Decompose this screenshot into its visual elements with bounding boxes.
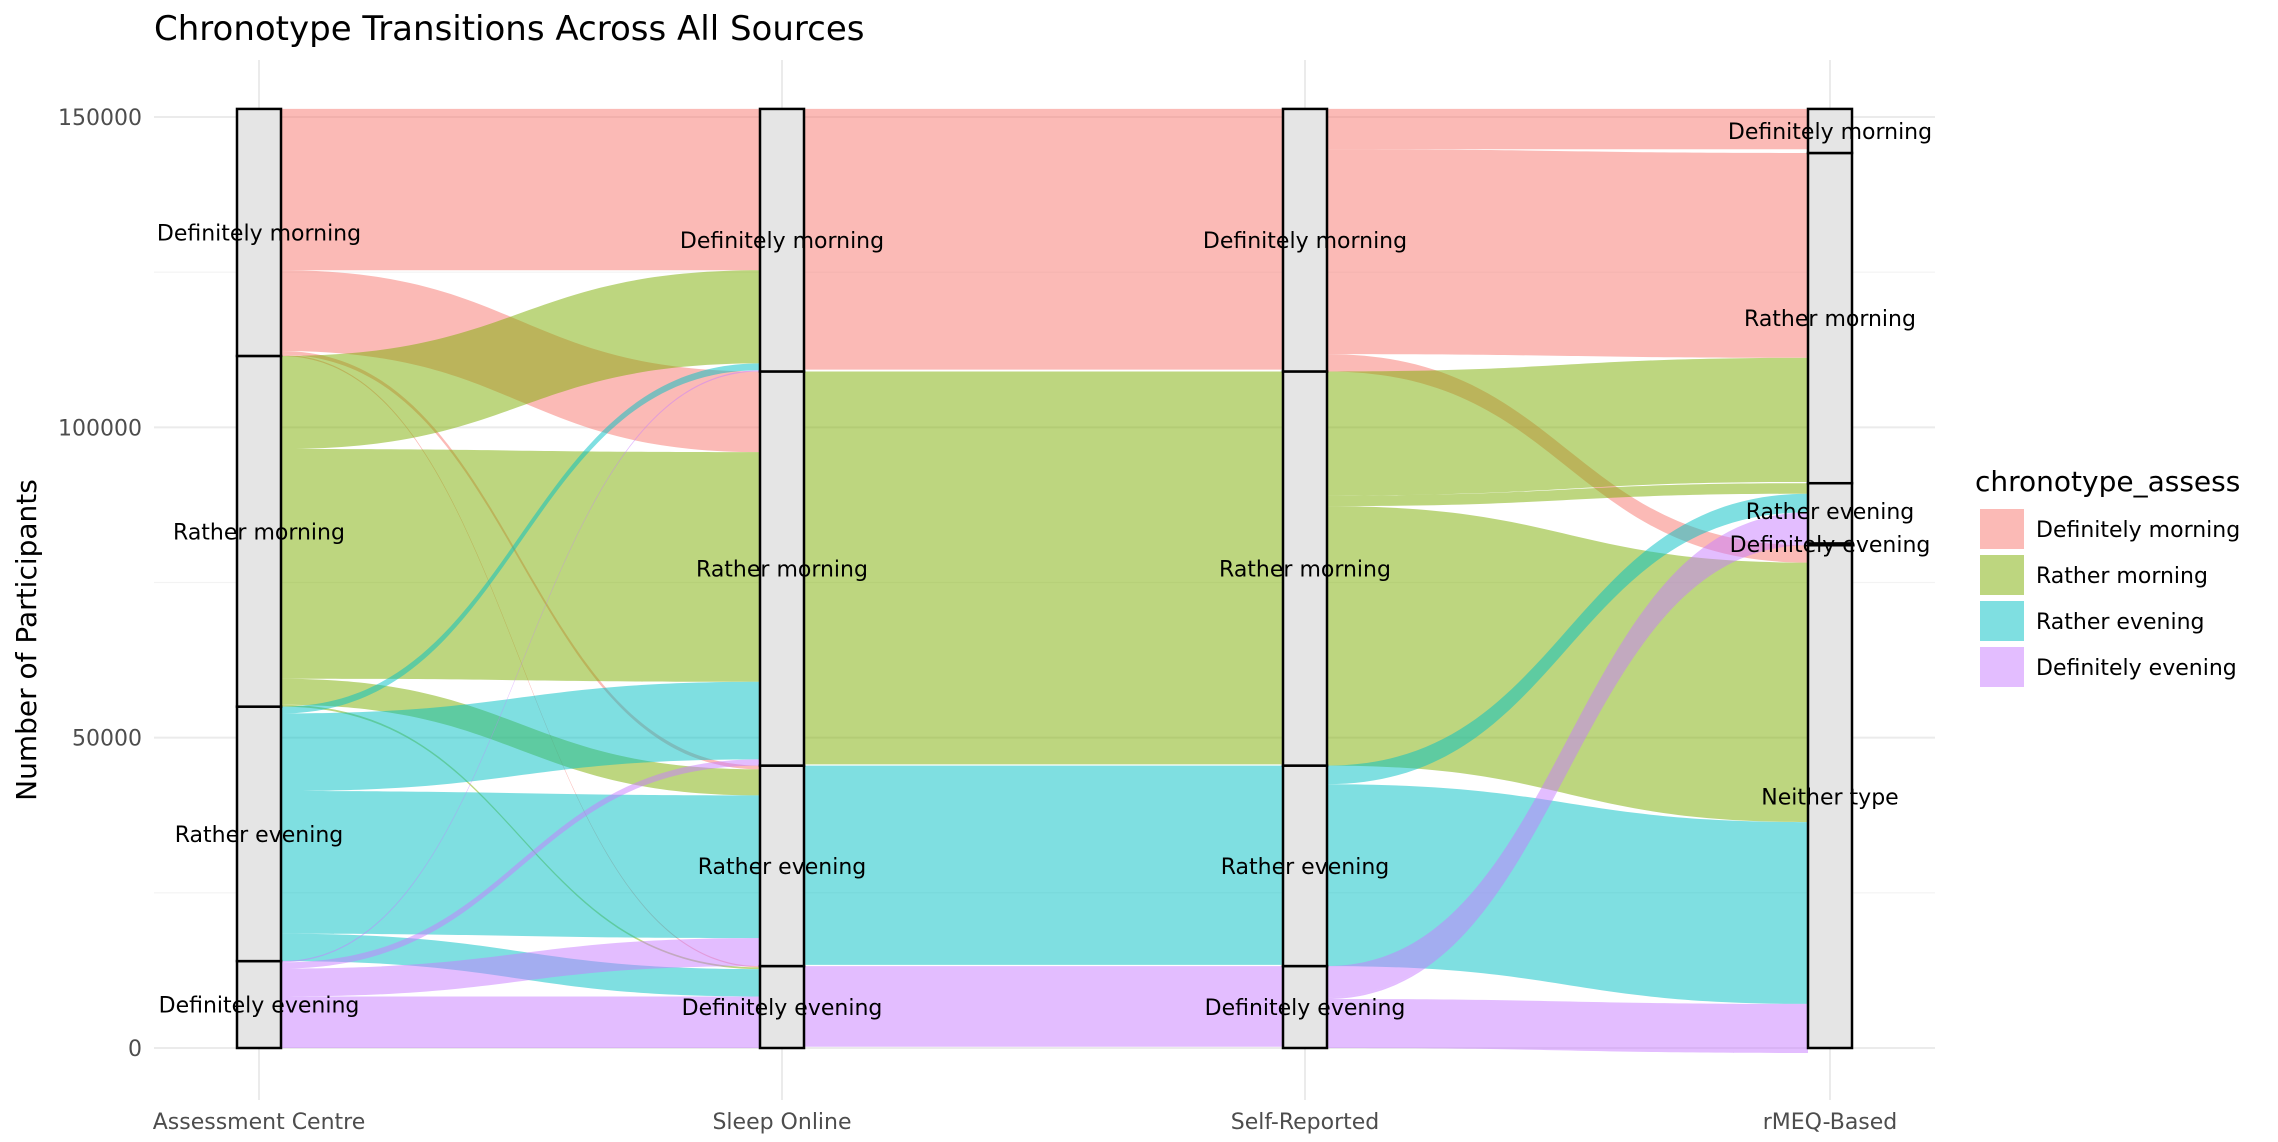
legend-title: chronotype_assess — [1975, 465, 2240, 498]
stratum-label: Definitely morning — [1203, 229, 1407, 254]
stratum-label: Rather evening — [1221, 855, 1389, 880]
stratum-label: Rather morning — [1744, 307, 1916, 332]
stratum-box — [758, 764, 806, 968]
stratum-box — [235, 959, 283, 1050]
x-tick-label: rMEQ-Based — [1763, 1110, 1898, 1135]
label-layer: Definitely evening Rather evening Rather m… — [157, 120, 1932, 1021]
flow-layer — [281, 108, 1808, 1053]
legend-label: Rather morning — [2036, 564, 2208, 589]
stratum-label: Rather morning — [173, 520, 345, 545]
stratum-label: Definitely morning — [680, 229, 884, 254]
flow-band — [1327, 543, 1808, 999]
y-ticks: 0 50000 100000 150000 — [58, 106, 142, 1062]
x-ticks: Assessment Centre Sleep Online Self-Report… — [153, 1110, 1898, 1135]
stratum-label: Definitely evening — [159, 994, 360, 1019]
stratum-box — [1281, 107, 1329, 373]
flow-band — [1327, 357, 1808, 496]
flow-band — [1327, 512, 1808, 998]
stratum-label: Rather evening — [698, 855, 866, 880]
stratum-label: Rather evening — [1746, 500, 1914, 525]
stratum-box — [235, 107, 283, 358]
stratum-box — [1806, 107, 1854, 155]
flow-band — [281, 759, 760, 969]
y-tick-label: 50000 — [72, 727, 142, 752]
flow-band — [1327, 493, 1808, 785]
flow-band — [281, 681, 760, 792]
y-tick-label: 0 — [128, 1037, 142, 1062]
legend-swatch — [1980, 509, 2024, 549]
flow-band — [281, 108, 760, 271]
y-axis-title: Number of Participants — [10, 479, 43, 801]
flow-band — [1327, 108, 1808, 150]
stratum-box — [758, 107, 806, 373]
legend-label: Rather evening — [2036, 610, 2204, 635]
stratum-label: Definitely morning — [157, 221, 361, 246]
stratum-label: Rather morning — [1219, 558, 1391, 583]
flow-band — [1327, 149, 1808, 358]
x-tick-label: Sleep Online — [712, 1110, 851, 1135]
stratum-box — [1806, 544, 1854, 1050]
stratum-box — [1281, 370, 1329, 767]
flow-band — [804, 108, 1283, 370]
stratum-box — [758, 370, 806, 767]
legend-swatch — [1980, 601, 2024, 641]
stratum-box — [758, 964, 806, 1050]
flow-band — [281, 370, 760, 963]
stratum-label: Definitely morning — [1728, 120, 1932, 145]
stratum-box — [1281, 964, 1329, 1050]
flow-band — [281, 270, 760, 450]
flow-band — [804, 371, 1283, 765]
flow-band — [804, 966, 1283, 1047]
legend-label: Definitely morning — [2036, 518, 2240, 543]
stratum-box — [1281, 764, 1329, 968]
x-tick-label: Assessment Centre — [153, 1110, 366, 1135]
stratum-label: Neither type — [1761, 786, 1898, 811]
stratum-box — [1806, 151, 1854, 485]
stratum-label: Rather morning — [696, 558, 868, 583]
legend-swatch — [1980, 555, 2024, 595]
legend-label: Definitely evening — [2036, 656, 2237, 681]
y-tick-label: 150000 — [58, 106, 142, 131]
flow-band — [281, 363, 760, 714]
stratum-box — [1806, 481, 1854, 545]
chart-title: Chronotype Transitions Across All Source… — [154, 9, 864, 49]
stratum-label: Definitely evening — [682, 996, 883, 1021]
stratum-box — [235, 705, 283, 963]
flow-band — [281, 449, 760, 682]
flow-band — [281, 996, 760, 1048]
flow-band — [281, 938, 760, 997]
flow-band — [1327, 998, 1808, 1053]
flow-band — [1327, 483, 1808, 507]
stratum-label: Definitely evening — [1205, 996, 1406, 1021]
legend: chronotype_assess Definitely morning Rath… — [1975, 465, 2240, 687]
x-tick-label: Self-Reported — [1231, 1110, 1380, 1135]
stratum-label: Rather evening — [175, 823, 343, 848]
flow-band — [804, 765, 1283, 965]
y-tick-label: 100000 — [58, 416, 142, 441]
stratum-label: Definitely evening — [1730, 533, 1931, 558]
legend-swatch — [1980, 647, 2024, 687]
stratum-layer — [235, 107, 1854, 1050]
